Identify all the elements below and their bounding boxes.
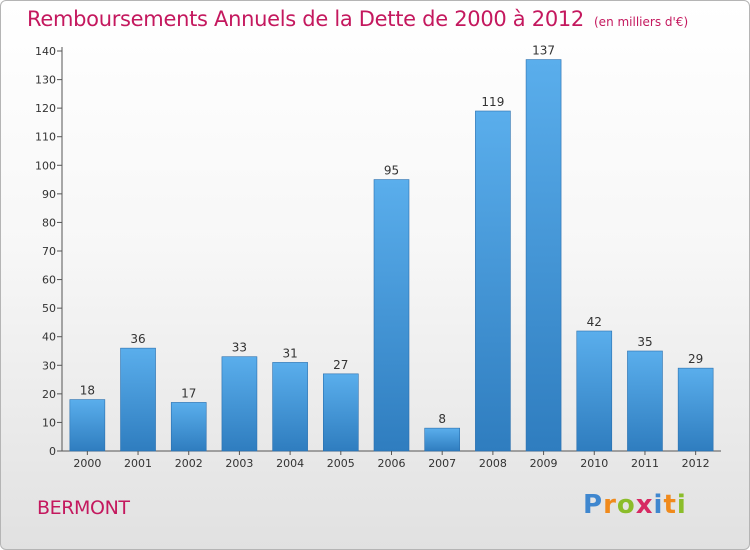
x-tick-label: 2007 — [428, 457, 456, 470]
data-label: 137 — [532, 44, 555, 58]
x-tick-label: 2003 — [225, 457, 253, 470]
data-label: 35 — [637, 335, 652, 349]
bar — [120, 347, 156, 452]
y-tick-label: 110 — [35, 131, 56, 144]
bar — [170, 402, 207, 452]
logo-letter: t — [663, 490, 677, 520]
data-label: 36 — [130, 332, 145, 346]
data-label: 31 — [282, 346, 297, 360]
y-tick-label: 0 — [49, 445, 56, 458]
x-tick-label: 2002 — [175, 457, 203, 470]
y-tick-label: 90 — [42, 188, 56, 201]
y-tick-label: 70 — [42, 245, 56, 258]
x-tick-label: 2005 — [327, 457, 355, 470]
y-tick-label: 10 — [42, 416, 56, 429]
x-tick-label: 2004 — [276, 457, 304, 470]
x-tick-label: 2012 — [682, 457, 710, 470]
x-tick-label: 2008 — [479, 457, 507, 470]
data-label: 119 — [481, 95, 504, 109]
y-tick-label: 40 — [42, 331, 56, 344]
bar — [272, 362, 308, 452]
y-tick-label: 100 — [35, 159, 56, 172]
y-tick-label: 80 — [42, 216, 56, 229]
data-label: 42 — [587, 315, 602, 329]
data-label: 95 — [384, 164, 399, 178]
bar — [677, 367, 714, 452]
y-tick-label: 140 — [35, 45, 56, 58]
data-label: 33 — [232, 341, 247, 355]
data-label: 29 — [688, 352, 703, 366]
bar — [221, 356, 258, 452]
y-tick-label: 20 — [42, 388, 56, 401]
x-tick-label: 2009 — [530, 457, 558, 470]
y-tick-label: 130 — [35, 74, 56, 87]
logo-letter: i — [676, 490, 687, 520]
x-tick-label: 2000 — [73, 457, 101, 470]
bar — [475, 110, 511, 452]
proxiti-logo: Proxiti — [583, 490, 687, 520]
bar — [69, 399, 106, 452]
x-tick-label: 2001 — [124, 457, 152, 470]
commune-name: BERMONT — [37, 497, 130, 519]
logo-letter: x — [635, 490, 654, 520]
bar — [525, 59, 562, 452]
bar — [373, 179, 410, 452]
y-tick-label: 60 — [42, 274, 56, 287]
chart-unit: (en milliers d'€) — [594, 15, 689, 29]
y-tick-label: 120 — [35, 102, 56, 115]
bar — [576, 330, 613, 452]
x-tick-label: 2006 — [378, 457, 406, 470]
logo-letter: r — [603, 490, 617, 520]
bar — [424, 427, 460, 452]
x-tick-label: 2010 — [580, 457, 608, 470]
x-tick-label: 2011 — [631, 457, 659, 470]
chart-title: Remboursements Annuels de la Dette de 20… — [27, 7, 688, 31]
data-label: 8 — [438, 412, 446, 426]
data-label: 17 — [181, 386, 196, 400]
logo-letter: i — [653, 490, 664, 520]
bar — [627, 350, 663, 452]
y-tick-label: 30 — [42, 359, 56, 372]
y-tick-label: 50 — [42, 302, 56, 315]
bar — [323, 373, 359, 452]
data-label: 27 — [333, 358, 348, 372]
data-label: 18 — [80, 384, 95, 398]
logo-letter: o — [616, 490, 636, 520]
chart-title-text: Remboursements Annuels de la Dette de 20… — [27, 7, 584, 31]
logo-letter: P — [583, 490, 604, 520]
